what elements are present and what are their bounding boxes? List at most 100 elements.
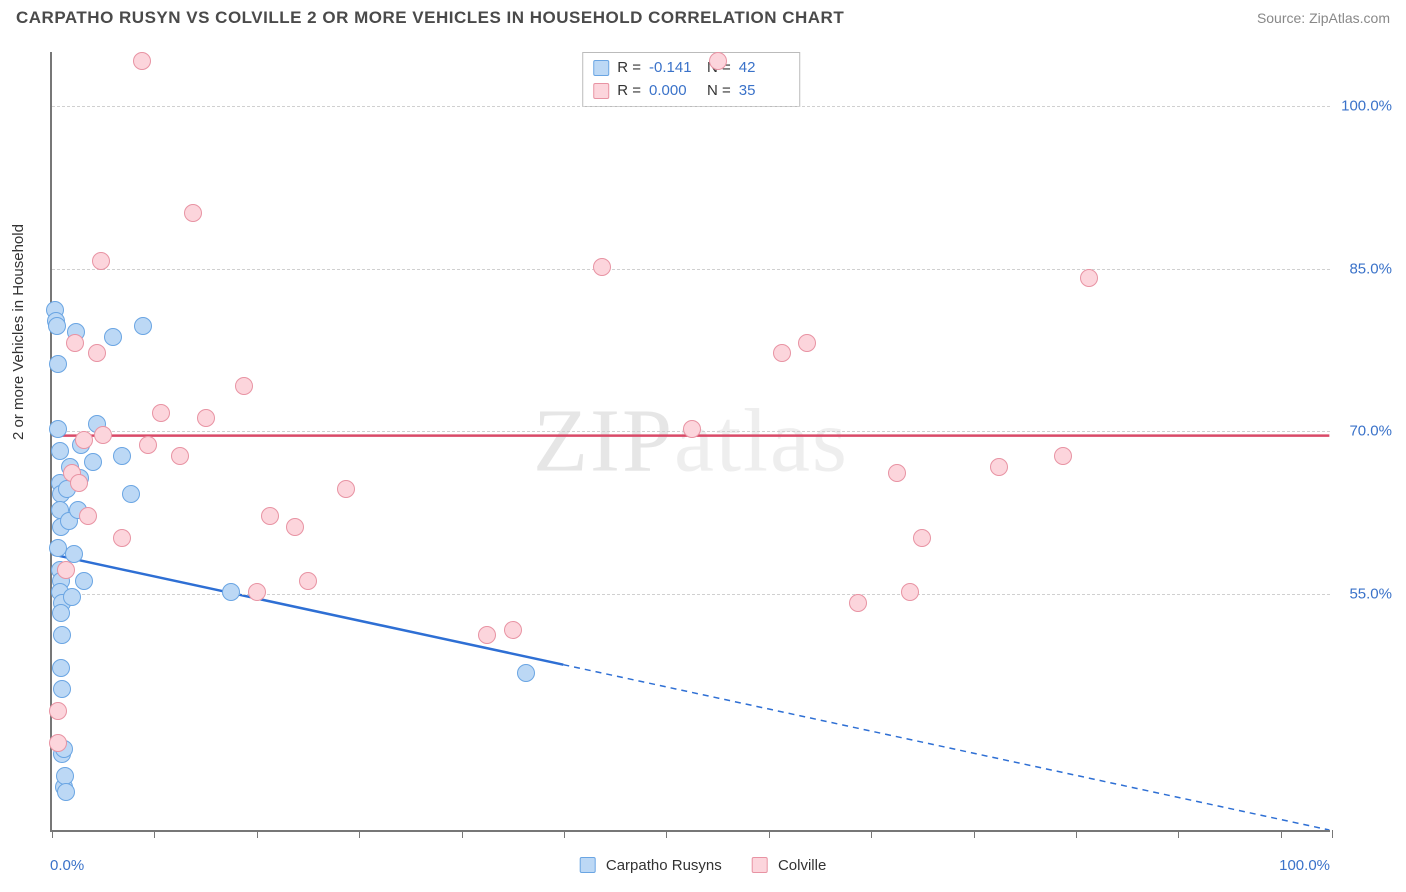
watermark-light: atlas xyxy=(674,392,849,491)
data-point xyxy=(94,426,112,444)
data-point xyxy=(504,621,522,639)
x-tick xyxy=(769,830,770,838)
data-point xyxy=(49,420,67,438)
legend-item-1: Carpatho Rusyns xyxy=(580,857,722,874)
data-point xyxy=(709,52,727,70)
x-tick xyxy=(871,830,872,838)
y-tick-label: 55.0% xyxy=(1349,585,1392,602)
data-point xyxy=(66,334,84,352)
legend-swatch-1-icon xyxy=(580,857,596,873)
data-point xyxy=(773,344,791,362)
data-point xyxy=(84,453,102,471)
series2-r-value: 0.000 xyxy=(649,80,699,103)
series1-swatch-icon xyxy=(593,60,609,76)
data-point xyxy=(75,431,93,449)
legend-item-2: Colville xyxy=(752,857,827,874)
y-tick-label: 70.0% xyxy=(1349,423,1392,440)
data-point xyxy=(48,317,66,335)
y-tick-label: 85.0% xyxy=(1349,260,1392,277)
data-point xyxy=(286,518,304,536)
data-point xyxy=(113,529,131,547)
legend-label-1: Carpatho Rusyns xyxy=(606,857,722,874)
data-point xyxy=(152,404,170,422)
data-point xyxy=(990,458,1008,476)
data-point xyxy=(75,572,93,590)
x-tick xyxy=(1178,830,1179,838)
data-point xyxy=(517,664,535,682)
data-point xyxy=(113,447,131,465)
header: CARPATHO RUSYN VS COLVILLE 2 OR MORE VEH… xyxy=(0,0,1406,32)
data-point xyxy=(248,583,266,601)
data-point xyxy=(798,334,816,352)
chart-plot-area: ZIPatlas R = -0.141 N = 42 R = 0.000 N =… xyxy=(50,52,1330,832)
data-point xyxy=(51,442,69,460)
stats-row-1: R = -0.141 N = 42 xyxy=(593,57,789,80)
data-point xyxy=(49,734,67,752)
data-point xyxy=(171,447,189,465)
stats-legend-box: R = -0.141 N = 42 R = 0.000 N = 35 xyxy=(582,52,800,107)
x-tick xyxy=(974,830,975,838)
data-point xyxy=(299,572,317,590)
watermark: ZIPatlas xyxy=(533,390,849,493)
data-point xyxy=(261,507,279,525)
series1-n-value: 42 xyxy=(739,57,789,80)
data-point xyxy=(52,659,70,677)
data-point xyxy=(49,702,67,720)
data-point xyxy=(593,258,611,276)
data-point xyxy=(222,583,240,601)
data-point xyxy=(1054,447,1072,465)
legend-label-2: Colville xyxy=(778,857,826,874)
data-point xyxy=(70,474,88,492)
x-tick xyxy=(359,830,360,838)
data-point xyxy=(79,507,97,525)
x-tick xyxy=(666,830,667,838)
data-point xyxy=(122,485,140,503)
x-tick xyxy=(257,830,258,838)
data-point xyxy=(888,464,906,482)
data-point xyxy=(53,626,71,644)
data-point xyxy=(337,480,355,498)
data-point xyxy=(49,355,67,373)
data-point xyxy=(92,252,110,270)
data-point xyxy=(139,436,157,454)
bottom-legend: Carpatho Rusyns Colville xyxy=(580,857,827,874)
data-point xyxy=(235,377,253,395)
x-axis-min-label: 0.0% xyxy=(50,857,84,874)
regression-lines xyxy=(52,52,1330,830)
x-tick xyxy=(1076,830,1077,838)
data-point xyxy=(134,317,152,335)
legend-swatch-2-icon xyxy=(752,857,768,873)
data-point xyxy=(65,545,83,563)
data-point xyxy=(197,409,215,427)
x-tick xyxy=(52,830,53,838)
data-point xyxy=(901,583,919,601)
data-point xyxy=(53,680,71,698)
data-point xyxy=(88,344,106,362)
data-point xyxy=(478,626,496,644)
data-point xyxy=(63,588,81,606)
x-axis-max-label: 100.0% xyxy=(1279,857,1330,874)
x-tick xyxy=(462,830,463,838)
x-tick xyxy=(1281,830,1282,838)
data-point xyxy=(57,561,75,579)
data-point xyxy=(104,328,122,346)
data-point xyxy=(913,529,931,547)
source-label: Source: ZipAtlas.com xyxy=(1257,10,1390,26)
stats-row-2: R = 0.000 N = 35 xyxy=(593,80,789,103)
series1-r-value: -0.141 xyxy=(649,57,699,80)
y-axis-label: 2 or more Vehicles in Household xyxy=(10,224,27,440)
chart-title: CARPATHO RUSYN VS COLVILLE 2 OR MORE VEH… xyxy=(16,8,844,28)
gridline xyxy=(52,269,1330,270)
data-point xyxy=(133,52,151,70)
series2-swatch-icon xyxy=(593,83,609,99)
data-point xyxy=(1080,269,1098,287)
data-point xyxy=(849,594,867,612)
data-point xyxy=(52,604,70,622)
series2-n-value: 35 xyxy=(739,80,789,103)
data-point xyxy=(57,783,75,801)
data-point xyxy=(683,420,701,438)
y-tick-label: 100.0% xyxy=(1341,98,1392,115)
x-tick xyxy=(1332,830,1333,838)
x-tick xyxy=(564,830,565,838)
gridline xyxy=(52,594,1330,595)
